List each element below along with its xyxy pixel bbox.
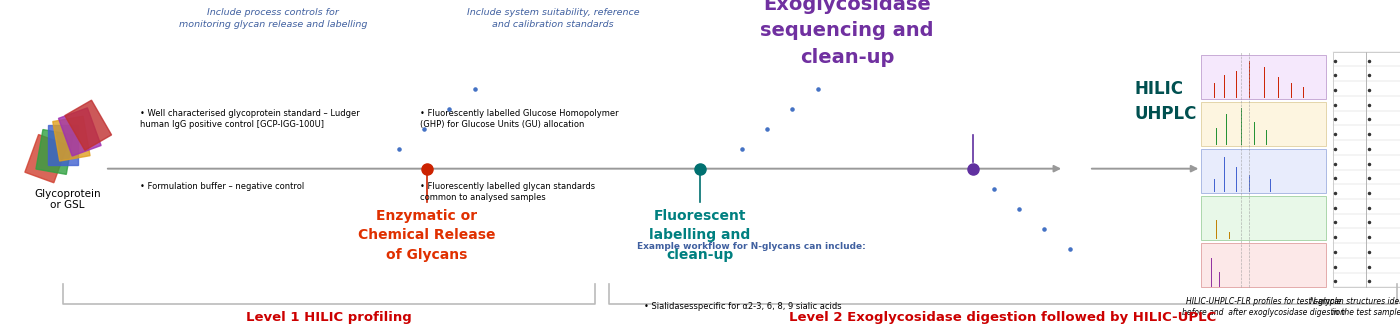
FancyBboxPatch shape [1201,55,1326,99]
Text: • Fluorescently labelled Glucose Homopolymer
(GHP) for Glucose Units (GU) alloca: • Fluorescently labelled Glucose Homopol… [420,109,619,129]
FancyBboxPatch shape [1366,52,1400,287]
Text: N-glycan structures identified
in the test sample: N-glycan structures identified in the te… [1309,297,1400,317]
Bar [53,116,90,161]
Bar [36,130,73,174]
Text: Include process controls for
monitoring glycan release and labelling: Include process controls for monitoring … [179,8,367,29]
Bar [59,108,101,156]
Text: Level 2 Exoglycosidase digestion followed by HILIC-UPLC: Level 2 Exoglycosidase digestion followe… [790,311,1217,324]
FancyBboxPatch shape [1201,196,1326,240]
FancyBboxPatch shape [1201,149,1326,193]
Text: Exoglycosidase
sequencing and
clean-up: Exoglycosidase sequencing and clean-up [760,0,934,67]
FancyBboxPatch shape [1201,243,1326,287]
Text: • Sialidasesspecific for α2-3, 6, 8, 9 sialic acids: • Sialidasesspecific for α2-3, 6, 8, 9 s… [644,302,841,311]
Bar [25,135,67,183]
Text: Fluorescent
labelling and
clean-up: Fluorescent labelling and clean-up [650,209,750,262]
FancyBboxPatch shape [1333,52,1366,287]
Text: Example workflow for N-glycans can include:: Example workflow for N-glycans can inclu… [637,242,865,251]
Text: Glycoprotein
or GSL: Glycoprotein or GSL [34,189,101,210]
Text: HILIC
UHPLC: HILIC UHPLC [1134,80,1197,123]
Bar [64,100,112,150]
FancyBboxPatch shape [1201,102,1326,146]
Text: Enzymatic or
Chemical Release
of Glycans: Enzymatic or Chemical Release of Glycans [358,209,496,262]
Text: • Fluorescently labelled glycan standards
common to analysed samples: • Fluorescently labelled glycan standard… [420,182,595,202]
Bar [48,125,78,165]
Text: HILIC-UHPLC-FLR profiles for test sample
before and  after exoglycosidase digest: HILIC-UHPLC-FLR profiles for test sample… [1182,297,1345,317]
Text: • Formulation buffer – negative control: • Formulation buffer – negative control [140,182,304,191]
Text: Include system suitability, reference
and calibration standards: Include system suitability, reference an… [466,8,640,29]
Text: Level 1 HILIC profiling: Level 1 HILIC profiling [246,311,412,324]
Text: • Well characterised glycoprotein standard – Ludger
human IgG positive control [: • Well characterised glycoprotein standa… [140,109,360,129]
